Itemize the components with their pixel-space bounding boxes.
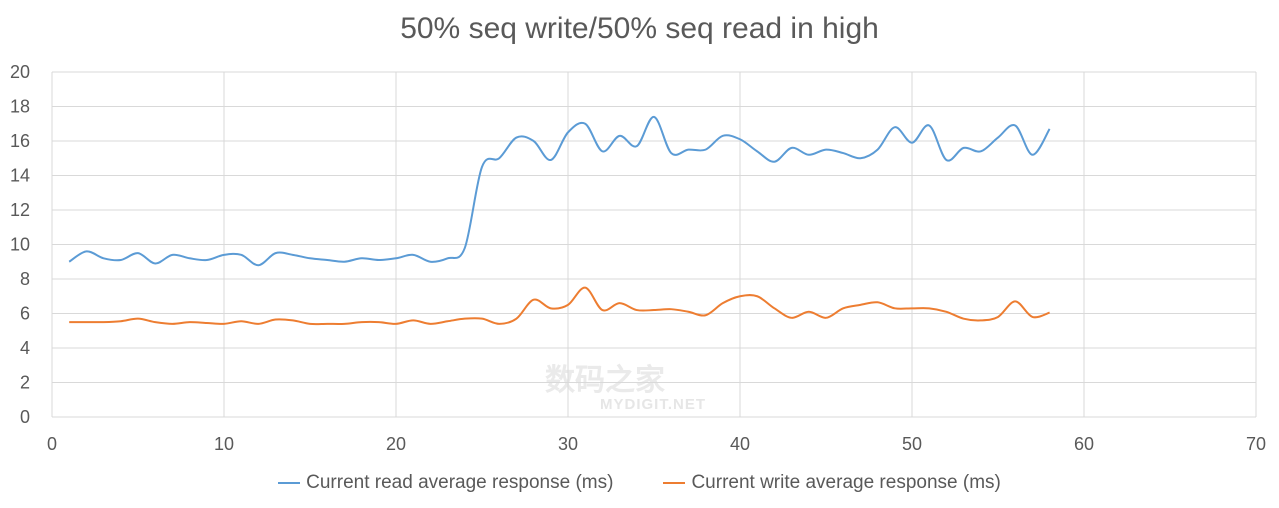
y-tick-label: 14 (10, 166, 30, 186)
y-tick-label: 16 (10, 131, 30, 151)
y-tick-label: 4 (20, 338, 30, 358)
y-tick-label: 6 (20, 304, 30, 324)
y-tick-label: 8 (20, 269, 30, 289)
x-tick-label: 0 (47, 434, 57, 454)
x-tick-label: 10 (214, 434, 234, 454)
legend-swatch-read (278, 482, 301, 484)
y-tick-label: 18 (10, 97, 30, 117)
chart-title: 50% seq write/50% seq read in high (400, 12, 879, 45)
legend: Current read average response (ms) Curre… (0, 472, 1279, 494)
watermark: 数码之家 (545, 364, 665, 397)
y-tick-label: 10 (10, 235, 30, 255)
legend-label-read: Current read average response (ms) (306, 472, 614, 493)
x-tick-label: 20 (386, 434, 406, 454)
x-tick-label: 40 (730, 434, 750, 454)
y-tick-label: 20 (10, 62, 30, 82)
y-tick-label: 2 (20, 373, 30, 393)
legend-label-write: Current write average response (ms) (691, 472, 1001, 493)
y-tick-label: 12 (10, 200, 30, 220)
x-tick-label: 50 (902, 434, 922, 454)
x-tick-label: 70 (1246, 434, 1266, 454)
series-line-read (68, 115, 1051, 267)
legend-swatch-write (663, 482, 686, 484)
x-tick-label: 60 (1074, 434, 1094, 454)
watermark-url: MYDIGIT.NET (600, 396, 707, 413)
legend-item-write: Current write average response (ms) (663, 472, 1001, 494)
series-line-write (69, 286, 1050, 326)
x-tick-label: 30 (558, 434, 578, 454)
legend-item-read: Current read average response (ms) (278, 472, 613, 494)
y-tick-label: 0 (20, 407, 30, 427)
